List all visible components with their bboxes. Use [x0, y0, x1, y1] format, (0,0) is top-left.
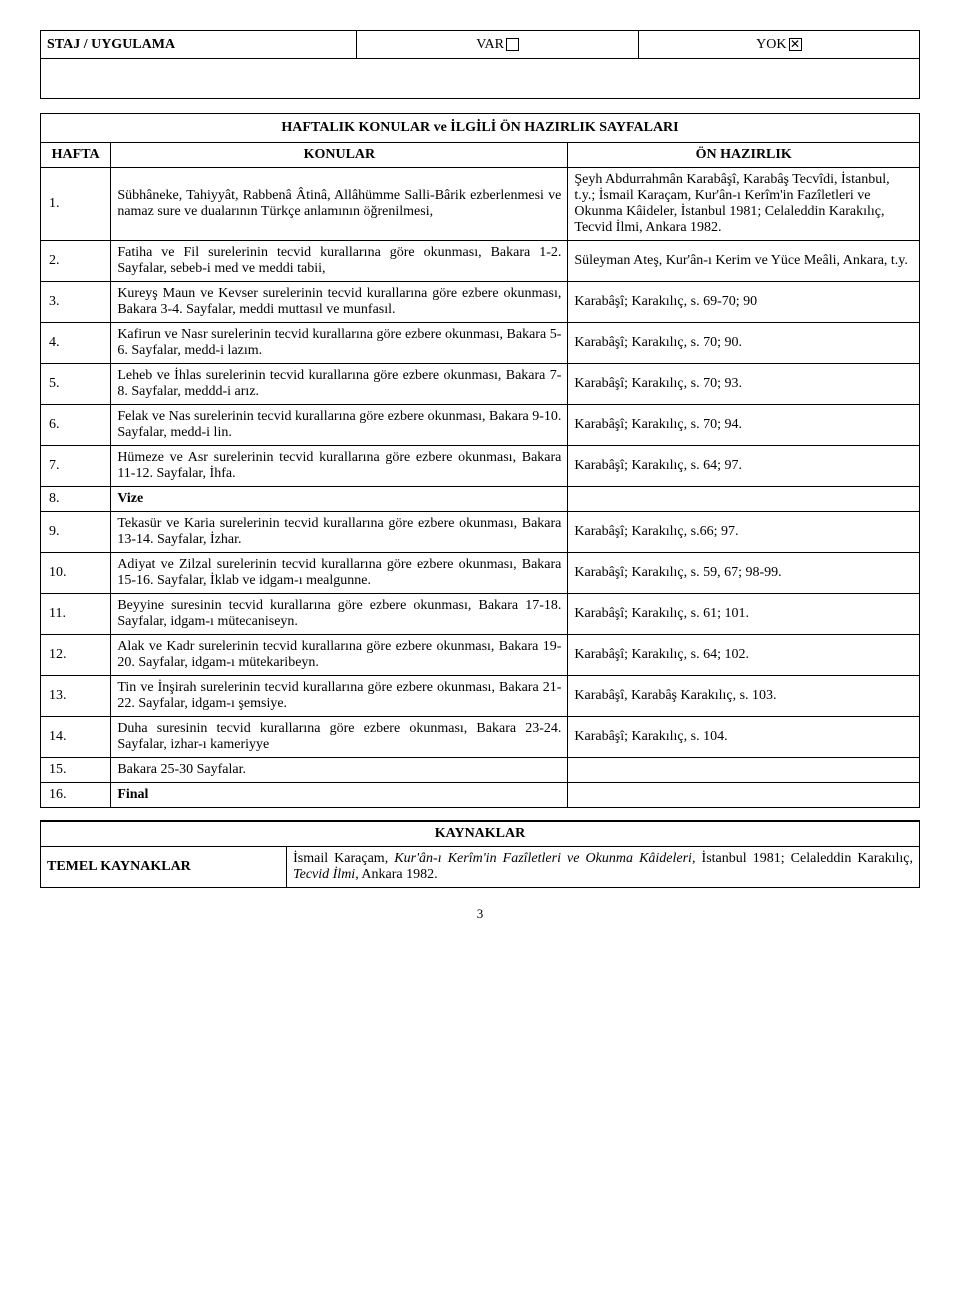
- row-prep: Karabâşî; Karakılıç, s. 70; 90.: [568, 323, 920, 364]
- header-hafta: HAFTA: [41, 143, 111, 168]
- row-topic: Hümeze ve Asr surelerinin tecvid kuralla…: [111, 446, 568, 487]
- table-row: 8.Vize: [41, 487, 920, 512]
- row-prep: Şeyh Abdurrahmân Karabâşî, Karabâş Tecvî…: [568, 168, 920, 241]
- row-prep: Süleyman Ateş, Kur'ân-ı Kerim ve Yüce Me…: [568, 241, 920, 282]
- table-row: 2.Fatiha ve Fil surelerinin tecvid kural…: [41, 241, 920, 282]
- staj-label: STAJ / UYGULAMA: [41, 31, 357, 59]
- row-topic: Leheb ve İhlas surelerinin tecvid kurall…: [111, 364, 568, 405]
- table-row: 4.Kafirun ve Nasr surelerinin tecvid kur…: [41, 323, 920, 364]
- row-number: 8.: [41, 487, 111, 512]
- row-number: 16.: [41, 783, 111, 808]
- table-row: 14.Duha suresinin tecvid kurallarına gör…: [41, 717, 920, 758]
- row-prep: Karabâşî; Karakılıç, s. 70; 93.: [568, 364, 920, 405]
- kaynak-pre: İsmail Karaçam,: [293, 851, 394, 866]
- row-prep: Karabâşî, Karabâş Karakılıç, s. 103.: [568, 676, 920, 717]
- schedule-caption: HAFTALIK KONULAR ve İLGİLİ ÖN HAZIRLIK S…: [41, 114, 920, 143]
- table-row: 6.Felak ve Nas surelerinin tecvid kurall…: [41, 405, 920, 446]
- row-topic: Felak ve Nas surelerinin tecvid kurallar…: [111, 405, 568, 446]
- row-topic: Alak ve Kadr surelerinin tecvid kurallar…: [111, 635, 568, 676]
- page-number: 3: [40, 906, 920, 922]
- kaynak-post: , Ankara 1982.: [355, 867, 437, 882]
- row-number: 7.: [41, 446, 111, 487]
- row-topic: Adiyat ve Zilzal surelerinin tecvid kura…: [111, 553, 568, 594]
- row-prep: [568, 758, 920, 783]
- row-number: 13.: [41, 676, 111, 717]
- table-row: 5.Leheb ve İhlas surelerinin tecvid kura…: [41, 364, 920, 405]
- row-topic: Tekasür ve Karia surelerinin tecvid kura…: [111, 512, 568, 553]
- header-konular: KONULAR: [111, 143, 568, 168]
- row-number: 1.: [41, 168, 111, 241]
- row-prep: Karabâşî; Karakılıç, s. 59, 67; 98-99.: [568, 553, 920, 594]
- row-prep: [568, 783, 920, 808]
- schedule-table: HAFTALIK KONULAR ve İLGİLİ ÖN HAZIRLIK S…: [40, 113, 920, 808]
- kaynak-it2: Tecvid İlmi: [293, 867, 355, 882]
- table-row: 13.Tin ve İnşirah surelerinin tecvid kur…: [41, 676, 920, 717]
- staj-var-cell: VAR: [357, 31, 638, 59]
- row-prep: Karabâşî; Karakılıç, s.66; 97.: [568, 512, 920, 553]
- staj-yok-cell: YOK✕: [638, 31, 919, 59]
- row-topic: Sübhâneke, Tahiyyât, Rabbenâ Âtinâ, Allâ…: [111, 168, 568, 241]
- table-row: 3.Kureyş Maun ve Kevser surelerinin tecv…: [41, 282, 920, 323]
- row-topic: Beyyine suresinin tecvid kurallarına gör…: [111, 594, 568, 635]
- kaynak-it1: Kur'ân-ı Kerîm'in Fazîletleri ve Okunma …: [394, 851, 692, 866]
- row-number: 2.: [41, 241, 111, 282]
- row-prep: Karabâşî; Karakılıç, s. 104.: [568, 717, 920, 758]
- row-prep: Karabâşî; Karakılıç, s. 70; 94.: [568, 405, 920, 446]
- header-onhaz: ÖN HAZIRLIK: [568, 143, 920, 168]
- kaynak-content: İsmail Karaçam, Kur'ân-ı Kerîm'in Fazîle…: [287, 847, 920, 888]
- row-number: 5.: [41, 364, 111, 405]
- kaynak-label: TEMEL KAYNAKLAR: [41, 847, 287, 888]
- row-number: 9.: [41, 512, 111, 553]
- row-topic: Final: [111, 783, 568, 808]
- row-number: 14.: [41, 717, 111, 758]
- row-number: 4.: [41, 323, 111, 364]
- row-number: 6.: [41, 405, 111, 446]
- row-topic: Bakara 25-30 Sayfalar.: [111, 758, 568, 783]
- table-row: 11.Beyyine suresinin tecvid kurallarına …: [41, 594, 920, 635]
- checkbox-yok: ✕: [789, 38, 802, 51]
- table-row: 10.Adiyat ve Zilzal surelerinin tecvid k…: [41, 553, 920, 594]
- row-prep: Karabâşî; Karakılıç, s. 61; 101.: [568, 594, 920, 635]
- row-number: 12.: [41, 635, 111, 676]
- table-row: 7.Hümeze ve Asr surelerinin tecvid kural…: [41, 446, 920, 487]
- table-row: 9.Tekasür ve Karia surelerinin tecvid ku…: [41, 512, 920, 553]
- checkbox-var: [506, 38, 519, 51]
- table-row: 16.Final: [41, 783, 920, 808]
- row-number: 3.: [41, 282, 111, 323]
- row-topic: Fatiha ve Fil surelerinin tecvid kuralla…: [111, 241, 568, 282]
- row-topic: Vize: [111, 487, 568, 512]
- row-topic: Kureyş Maun ve Kevser surelerinin tecvid…: [111, 282, 568, 323]
- row-prep: Karabâşî; Karakılıç, s. 64; 102.: [568, 635, 920, 676]
- kaynak-caption: KAYNAKLAR: [41, 821, 920, 847]
- row-topic: Tin ve İnşirah surelerinin tecvid kurall…: [111, 676, 568, 717]
- staj-table: STAJ / UYGULAMA VAR YOK✕: [40, 30, 920, 99]
- row-number: 10.: [41, 553, 111, 594]
- table-row: 12.Alak ve Kadr surelerinin tecvid kural…: [41, 635, 920, 676]
- row-number: 11.: [41, 594, 111, 635]
- row-topic: Kafirun ve Nasr surelerinin tecvid kural…: [111, 323, 568, 364]
- table-row: 15.Bakara 25-30 Sayfalar.: [41, 758, 920, 783]
- kaynak-mid: , İstanbul 1981; Celaleddin Karakılıç,: [692, 851, 913, 866]
- row-number: 15.: [41, 758, 111, 783]
- staj-empty-row: [41, 59, 920, 99]
- row-prep: Karabâşî; Karakılıç, s. 69-70; 90: [568, 282, 920, 323]
- staj-var-label: VAR: [476, 37, 504, 52]
- schedule-header-row: HAFTA KONULAR ÖN HAZIRLIK: [41, 143, 920, 168]
- row-topic: Duha suresinin tecvid kurallarına göre e…: [111, 717, 568, 758]
- kaynak-table: KAYNAKLAR TEMEL KAYNAKLAR İsmail Karaçam…: [40, 820, 920, 888]
- staj-yok-label: YOK: [756, 37, 786, 52]
- row-prep: Karabâşî; Karakılıç, s. 64; 97.: [568, 446, 920, 487]
- table-row: 1.Sübhâneke, Tahiyyât, Rabbenâ Âtinâ, Al…: [41, 168, 920, 241]
- row-prep: [568, 487, 920, 512]
